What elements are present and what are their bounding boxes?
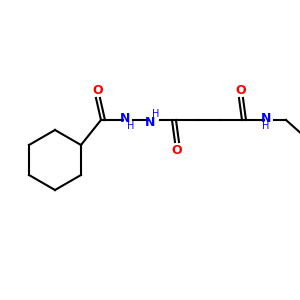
Text: H: H (127, 121, 135, 131)
Text: O: O (236, 83, 246, 97)
Text: O: O (93, 83, 103, 97)
Text: N: N (120, 112, 130, 124)
Text: O: O (172, 143, 182, 157)
Text: H: H (262, 121, 270, 131)
Text: N: N (145, 116, 155, 128)
Text: N: N (261, 112, 271, 124)
Text: H: H (152, 109, 160, 119)
